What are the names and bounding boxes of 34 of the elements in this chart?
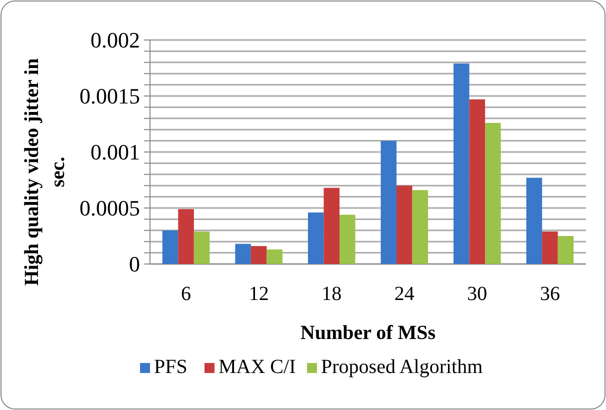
bar	[250, 246, 267, 264]
x-tick-label: 30	[467, 283, 488, 305]
bar	[194, 232, 210, 264]
bar	[324, 188, 340, 264]
legend-label: PFS	[154, 356, 188, 378]
x-tick-label: 24	[394, 283, 414, 305]
legend-label: Proposed Algorithm	[321, 356, 484, 378]
bar	[558, 236, 574, 264]
bar	[235, 244, 251, 264]
bar	[469, 99, 486, 264]
y-tick-label: 0.001	[90, 140, 140, 165]
bar	[178, 209, 194, 264]
x-tick-label: 6	[181, 283, 192, 305]
bar	[396, 186, 412, 264]
x-axis-title: Number of MSs	[300, 322, 436, 344]
bar	[526, 178, 542, 264]
bar	[485, 122, 501, 264]
y-tick-label: 0	[129, 252, 140, 277]
x-tick-label: 36	[540, 283, 560, 305]
bar	[339, 214, 356, 264]
bar	[542, 232, 558, 264]
legend-label: MAX C/I	[218, 356, 296, 378]
y-tick-label: 0.002	[90, 28, 140, 53]
bar	[162, 230, 178, 264]
y-tick-label: 0.0005	[80, 196, 140, 221]
bar	[308, 212, 324, 264]
x-tick-label: 18	[322, 283, 342, 305]
y-axis-title: High quality video jitter in sec.	[21, 58, 69, 286]
x-tick-label: 12	[248, 283, 269, 305]
bar	[412, 190, 428, 264]
bar	[454, 64, 470, 264]
bar	[266, 249, 282, 264]
bar	[380, 140, 397, 264]
y-tick-label: 0.0015	[80, 84, 140, 109]
